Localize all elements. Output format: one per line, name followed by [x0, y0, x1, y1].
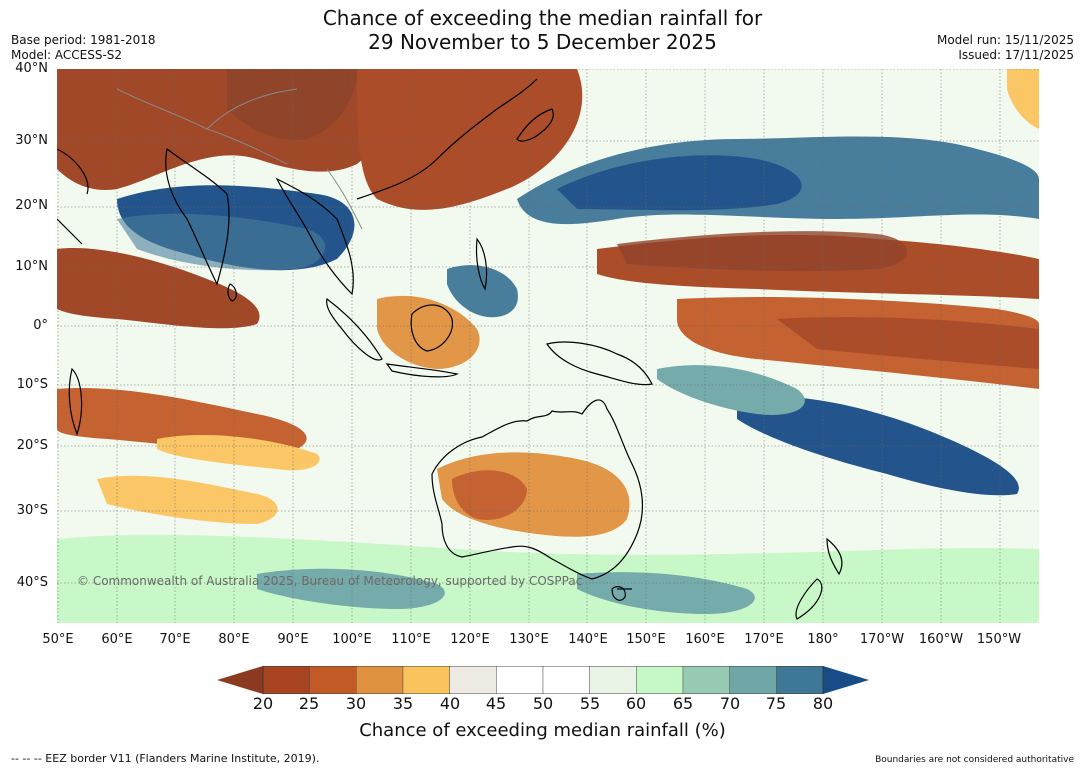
colorbar-tick-60: 60	[625, 694, 647, 713]
lon-label-140e: 140°E	[568, 632, 608, 647]
lat-label-20n: 20°N	[15, 198, 48, 213]
model-run: Model run: 15/11/2025	[936, 33, 1074, 47]
colorbar-cell	[729, 666, 777, 694]
copyright-notice: © Commonwealth of Australia 2025, Bureau…	[77, 574, 583, 588]
lat-label-0: 0°	[33, 318, 48, 333]
lat-label-10s: 10°S	[16, 377, 48, 392]
lon-label-120e: 120°E	[450, 632, 490, 647]
rainfall-shading	[57, 69, 1039, 623]
colorbar-cell	[402, 666, 450, 694]
colorbar-cell	[636, 666, 684, 694]
colorbar-tick-30: 30	[345, 694, 367, 713]
colorbar-cell	[309, 666, 357, 694]
meta-right: Model run: 15/11/2025 Issued: 17/11/2025	[937, 33, 1074, 63]
colorbar	[217, 666, 869, 694]
coastlines	[57, 78, 843, 620]
lon-label-80e: 80°E	[218, 632, 250, 647]
boundaries-note: Boundaries are not considered authoritat…	[875, 755, 1074, 765]
colorbar-tick-45: 45	[485, 694, 507, 713]
lon-label-130e: 130°E	[509, 632, 549, 647]
lon-label-170w: 170°W	[859, 632, 905, 647]
colorbar-cell	[262, 666, 310, 694]
colorbar-cells	[262, 666, 824, 694]
colorbar-low-arrow	[217, 666, 263, 694]
title-line-2: 29 November to 5 December 2025	[368, 30, 717, 54]
colorbar-tick-40: 40	[439, 694, 461, 713]
colorbar-cell	[449, 666, 497, 694]
lon-label-160e: 160°E	[685, 632, 725, 647]
graticule	[57, 69, 1039, 623]
colorbar-cell	[356, 666, 404, 694]
issued-date: Issued: 17/11/2025	[958, 48, 1074, 62]
lat-label-30n: 30°N	[15, 133, 48, 148]
colorbar-tick-75: 75	[765, 694, 787, 713]
lat-label-30s: 30°S	[16, 503, 48, 518]
lon-label-70e: 70°E	[159, 632, 191, 647]
model-name: Model: ACCESS-S2	[11, 48, 123, 62]
eez-note: -- -- -- EEZ border V11 (Flanders Marine…	[11, 752, 320, 765]
colorbar-tick-70: 70	[719, 694, 741, 713]
lat-label-10n: 10°N	[15, 259, 48, 274]
lat-label-20s: 20°S	[16, 438, 48, 453]
colorbar-cell	[589, 666, 637, 694]
lat-label-40n: 40°N	[15, 61, 48, 76]
lon-label-150e: 150°E	[626, 632, 666, 647]
lat-label-40s: 40°S	[16, 575, 48, 590]
colorbar-cell	[496, 666, 544, 694]
colorbar-high-arrow	[823, 666, 869, 694]
lon-label-150w: 150°W	[976, 632, 1022, 647]
base-period: Base period: 1981-2018	[11, 33, 156, 47]
colorbar-tick-80: 80	[812, 694, 834, 713]
title-line-1: Chance of exceeding the median rainfall …	[322, 6, 763, 30]
lon-label-90e: 90°E	[277, 632, 309, 647]
colorbar-tick-25: 25	[298, 694, 320, 713]
colorbar-tick-50: 50	[532, 694, 554, 713]
lon-label-50e: 50°E	[42, 632, 74, 647]
lon-label-160w: 160°W	[918, 632, 964, 647]
lon-label-170e: 170°E	[744, 632, 784, 647]
colorbar-cell	[682, 666, 730, 694]
colorbar-label: Chance of exceeding median rainfall (%)	[359, 720, 726, 741]
lon-label-180: 180°	[807, 632, 839, 647]
colorbar-tick-35: 35	[392, 694, 414, 713]
colorbar-cell	[542, 666, 590, 694]
map-title: Chance of exceeding the median rainfall …	[0, 6, 1085, 54]
colorbar-tick-55: 55	[579, 694, 601, 713]
lon-label-100e: 100°E	[332, 632, 372, 647]
lon-label-110e: 110°E	[391, 632, 431, 647]
colorbar-cell	[776, 666, 824, 694]
rainfall-map[interactable]	[57, 69, 1039, 623]
borders	[116, 88, 363, 230]
map-canvas	[57, 69, 1039, 623]
meta-left: Base period: 1981-2018 Model: ACCESS-S2	[11, 33, 156, 63]
lon-label-60e: 60°E	[101, 632, 133, 647]
colorbar-tick-20: 20	[252, 694, 274, 713]
colorbar-tick-65: 65	[672, 694, 694, 713]
